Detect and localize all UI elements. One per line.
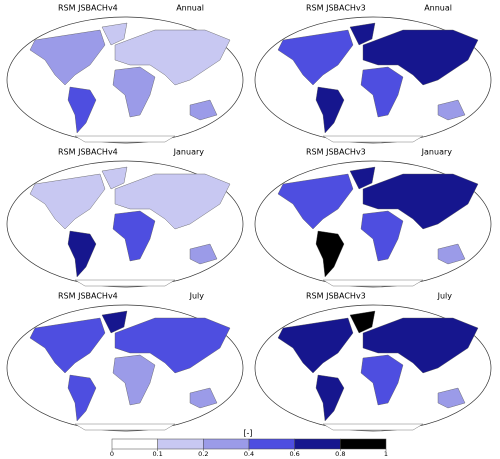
colorbar-label: [-] [243,429,252,438]
colorbar-tick-label: 0.8 [335,450,345,458]
panel: RSM JSBACHv4 Annual [6,4,244,144]
panel: RSM JSBACHv4 January [6,148,244,288]
colorbar-segment [294,438,341,450]
map [6,304,244,432]
panel-period: Annual [176,4,204,13]
colorbar-tick-label: 0 [110,450,114,458]
map [254,304,492,432]
panel: RSM JSBACHv3 July [254,292,492,432]
colorbar-segment [111,438,158,450]
panel-period: July [189,292,205,301]
panel-period: July [437,292,453,301]
panel-period: January [173,148,205,157]
colorbar-segment [157,438,204,450]
panel: RSM JSBACHv3 Annual [254,4,492,144]
map [254,160,492,288]
panel-model: RSM JSBACHv4 [58,4,118,13]
panel-model: RSM JSBACHv3 [306,292,366,301]
map [6,160,244,288]
panel-period: Annual [424,4,452,13]
colorbar-segment [203,438,250,450]
panel-model: RSM JSBACHv3 [306,148,366,157]
colorbar-tick-label: 1 [384,450,388,458]
panel-model: RSM JSBACHv3 [306,4,366,13]
colorbar-tick-label: 0.1 [152,450,162,458]
colorbar-segment [340,438,387,450]
panel: RSM JSBACHv3 January [254,148,492,288]
colorbar: 0 0.1 0.2 0.4 0.6 0.8 1 [110,438,388,458]
colorbar-segment [248,438,295,450]
map [254,16,492,144]
panel-model: RSM JSBACHv4 [58,292,118,301]
panel: RSM JSBACHv4 July [6,292,244,432]
panel-period: January [421,148,453,157]
colorbar-tick-label: 0.4 [244,450,254,458]
colorbar-tick-label: 0.6 [289,450,299,458]
map [6,16,244,144]
colorbar-tick-label: 0.2 [198,450,208,458]
panel-model: RSM JSBACHv4 [58,148,118,157]
